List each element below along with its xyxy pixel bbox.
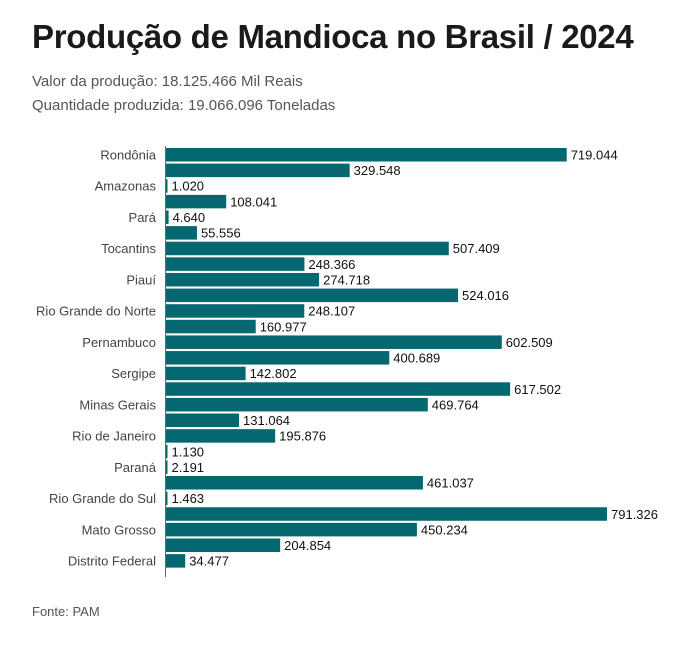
category-label: Mato Grosso bbox=[82, 522, 156, 537]
bar bbox=[166, 522, 417, 537]
value-label: 602.509 bbox=[506, 335, 553, 350]
category-label: Amazonas bbox=[95, 179, 157, 194]
category-label: Pernambuco bbox=[82, 335, 156, 350]
category-label: Rio de Janeiro bbox=[72, 429, 156, 444]
value-label: 400.689 bbox=[393, 351, 440, 366]
source-note: Fonte: PAM bbox=[32, 604, 100, 619]
bar bbox=[166, 538, 281, 552]
value-label: 248.107 bbox=[308, 304, 355, 319]
bar bbox=[166, 163, 350, 178]
value-label: 34.477 bbox=[189, 554, 229, 569]
value-label: 617.502 bbox=[514, 382, 561, 397]
value-label: 1.020 bbox=[172, 179, 205, 194]
subtitle-value: Valor da produção: 18.125.466 Mil Reais bbox=[32, 73, 303, 90]
value-label: 204.854 bbox=[284, 538, 331, 553]
value-label: 108.041 bbox=[230, 194, 277, 209]
value-label: 329.548 bbox=[354, 163, 401, 178]
category-label: Paraná bbox=[114, 460, 157, 475]
bar bbox=[166, 257, 305, 271]
bar bbox=[166, 491, 168, 506]
category-label: Pará bbox=[129, 210, 157, 225]
category-label: Rio Grande do Sul bbox=[49, 491, 156, 506]
value-label: 160.977 bbox=[260, 319, 307, 334]
value-label: 469.764 bbox=[432, 397, 479, 412]
chart-title: Produção de Mandioca no Brasil / 2024 bbox=[32, 18, 634, 55]
bar bbox=[166, 413, 240, 428]
bar bbox=[166, 226, 197, 240]
bar bbox=[166, 366, 246, 381]
value-label: 719.044 bbox=[571, 148, 618, 163]
bar bbox=[166, 304, 305, 318]
value-label: 791.326 bbox=[611, 507, 658, 522]
bar bbox=[166, 210, 169, 224]
bar bbox=[166, 319, 256, 334]
value-label: 524.016 bbox=[462, 288, 509, 303]
bar bbox=[166, 444, 168, 459]
bar bbox=[166, 351, 390, 365]
value-label: 1.463 bbox=[172, 491, 205, 506]
value-label: 274.718 bbox=[323, 272, 370, 287]
category-label: Minas Gerais bbox=[79, 397, 156, 412]
value-label: 450.234 bbox=[421, 522, 468, 537]
bar bbox=[166, 288, 459, 303]
value-label: 195.876 bbox=[279, 429, 326, 444]
bar bbox=[166, 179, 168, 193]
category-label: Sergipe bbox=[111, 366, 156, 381]
bar bbox=[166, 476, 423, 490]
category-label: Tocantins bbox=[101, 241, 156, 256]
bar bbox=[166, 335, 502, 349]
bar bbox=[166, 429, 276, 443]
value-label: 1.130 bbox=[172, 444, 205, 459]
value-label: 461.037 bbox=[427, 476, 474, 491]
bar bbox=[166, 554, 186, 568]
bar bbox=[166, 272, 320, 287]
bar bbox=[166, 397, 428, 412]
value-label: 248.366 bbox=[308, 257, 355, 272]
category-label: Rio Grande do Norte bbox=[36, 304, 156, 319]
bar bbox=[166, 382, 511, 396]
value-label: 55.556 bbox=[201, 226, 241, 241]
category-label: Distrito Federal bbox=[68, 554, 156, 569]
category-label: Rondônia bbox=[100, 148, 156, 163]
category-label: Piauí bbox=[126, 272, 156, 287]
bar bbox=[166, 460, 168, 474]
bar bbox=[166, 507, 607, 521]
value-label: 4.640 bbox=[173, 210, 206, 225]
value-label: 142.802 bbox=[250, 366, 297, 381]
bar bbox=[166, 194, 227, 209]
bar bbox=[166, 241, 449, 256]
value-label: 2.191 bbox=[172, 460, 205, 475]
bar bbox=[166, 148, 567, 162]
subtitle-quantity: Quantidade produzida: 19.066.096 Tonelad… bbox=[32, 97, 336, 114]
value-label: 131.064 bbox=[243, 413, 290, 428]
value-label: 507.409 bbox=[453, 241, 500, 256]
